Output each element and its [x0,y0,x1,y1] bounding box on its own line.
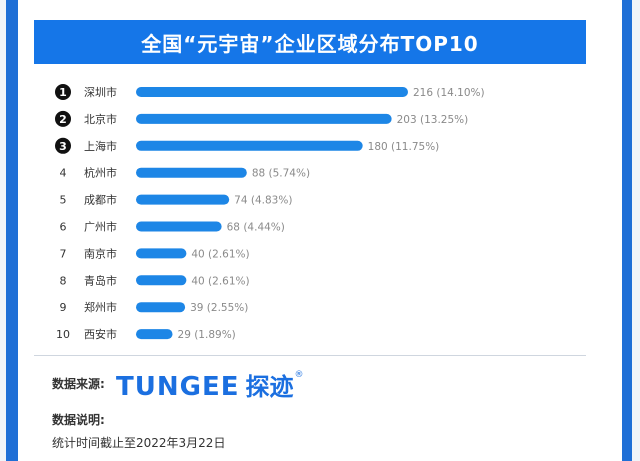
rank-label-4: 4 [60,167,67,180]
rank-label-2: 2 [59,113,67,126]
bar-7 [136,248,187,259]
category-label-10: 西安市 [84,327,117,341]
rank-badge-2 [55,110,71,127]
category-label-2: 北京市 [84,112,117,126]
rank-label-6: 6 [60,221,67,234]
value-label-5: 74 (4.83%) [234,195,292,207]
divider [34,355,586,356]
value-label-3: 180 (11.75%) [368,141,440,153]
bar-4 [136,167,247,178]
category-label-4: 杭州市 [84,166,117,180]
value-label-10: 29 (1.89%) [178,329,236,341]
bar-5 [136,194,230,205]
value-label-6: 68 (4.44%) [227,222,285,234]
bar-3 [136,140,363,151]
category-label-8: 青岛市 [84,273,117,287]
source-label: 数据来源: [52,377,105,391]
category-label-3: 上海市 [84,139,117,153]
rank-label-7: 7 [60,247,67,260]
registered-mark: ® [294,370,304,380]
rank-label-9: 9 [60,301,67,314]
bar-2 [136,113,392,124]
rank-label-8: 8 [60,274,67,287]
rank-label-1: 1 [59,86,67,99]
value-label-7: 40 (2.61%) [191,248,249,260]
value-label-4: 88 (5.74%) [252,168,310,180]
rank-label-3: 3 [59,140,67,153]
bar-8 [136,275,187,286]
category-label-6: 广州市 [84,220,117,234]
bar-10 [136,329,173,340]
bar-9 [136,302,186,313]
rank-label-5: 5 [60,194,67,207]
category-label-1: 深圳市 [84,85,117,99]
note-label: 数据说明: [52,413,105,427]
category-label-9: 郑州市 [84,300,117,314]
logo-cn-text: 探迹 [245,373,294,401]
bar-6 [136,221,222,232]
rank-label-10: 10 [56,328,70,341]
bar-1 [136,87,408,97]
rank-badge-3 [55,137,71,154]
note-text: 统计时间截止至2022年3月22日 [52,436,226,450]
logo-latin-text: TUNGEE [116,372,240,402]
value-label-8: 40 (2.61%) [191,275,249,287]
chart-card [18,0,622,461]
value-label-1: 216 (14.10%) [413,87,485,99]
value-label-2: 203 (13.25%) [397,114,469,126]
rank-badge-1 [55,84,71,100]
value-label-9: 39 (2.55%) [190,302,248,314]
category-label-7: 南京市 [84,246,117,260]
chart-title: 全国“元宇宙”企业区域分布TOP10 [34,20,586,64]
category-label-5: 成都市 [84,193,117,207]
tungee-logo: TUNGEE 探迹 ® [116,368,303,402]
